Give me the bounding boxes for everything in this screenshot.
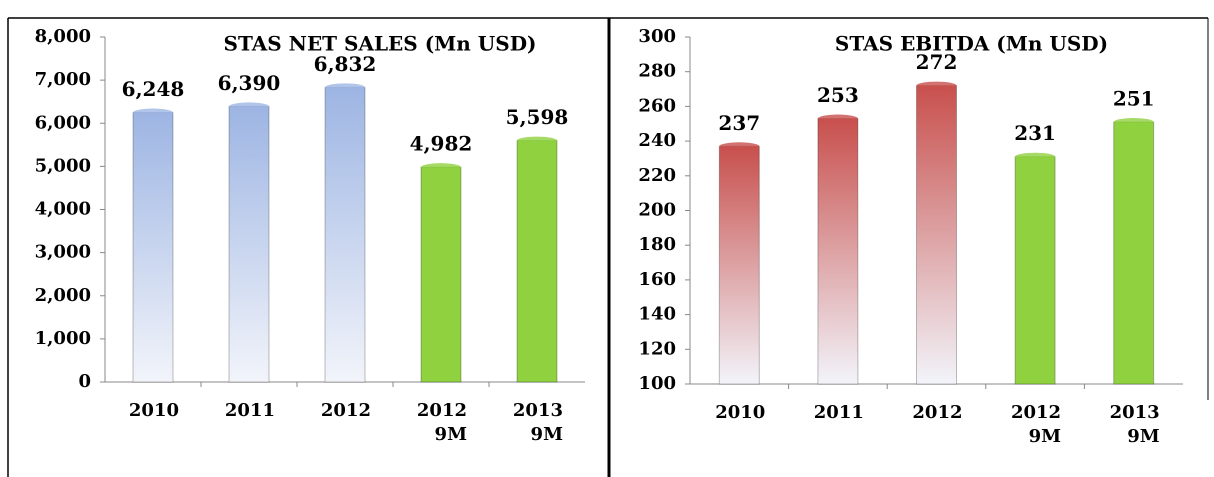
x-tick-label: 2013 9M — [1109, 402, 1160, 447]
y-tick-label: 8,000 — [35, 26, 91, 47]
bar — [1113, 121, 1155, 385]
bar-cap — [1015, 152, 1056, 161]
value-label: 272 — [916, 50, 958, 74]
y-tick-label: 0 — [78, 371, 91, 392]
bar — [516, 140, 558, 383]
value-label: 231 — [1014, 121, 1056, 145]
bar — [817, 118, 859, 385]
x-tick-label: 2012 — [320, 400, 371, 421]
y-tick-label: 300 — [638, 26, 676, 47]
bar-cap — [325, 83, 365, 92]
value-label: 4,982 — [410, 132, 473, 156]
y-tick-label: 1,000 — [35, 328, 91, 349]
bar-cap — [817, 114, 858, 123]
y-tick-label: 5,000 — [35, 155, 91, 176]
value-label: 6,832 — [314, 52, 377, 76]
value-label: 251 — [1113, 87, 1155, 111]
y-tick-label: 4,000 — [35, 199, 91, 220]
bar — [1014, 156, 1056, 385]
bar-cap — [229, 102, 269, 111]
bar-cap — [719, 142, 760, 151]
bar-cap — [133, 108, 173, 117]
x-tick-label: 2010 — [715, 402, 766, 423]
x-tick-label: 2012 9M — [416, 400, 467, 445]
y-tick-label: 280 — [638, 61, 676, 82]
y-tick-label: 3,000 — [35, 242, 91, 263]
bar — [324, 86, 366, 383]
value-label: 253 — [817, 83, 859, 107]
x-tick-label: 2012 9M — [1010, 402, 1062, 447]
y-tick-label: 260 — [638, 95, 676, 116]
chart-title: STAS EBITDA (Mn USD) — [835, 32, 1108, 56]
y-tick-label: 220 — [638, 165, 676, 186]
x-tick-label: 2010 — [128, 400, 179, 421]
bar-cap — [1113, 118, 1154, 127]
y-tick-label: 7,000 — [35, 69, 91, 90]
value-label: 6,248 — [122, 77, 185, 101]
y-tick-label: 100 — [638, 373, 676, 394]
y-tick-label: 200 — [638, 200, 676, 221]
chart-title: STAS NET SALES (Mn USD) — [224, 32, 537, 56]
y-tick-label: 6,000 — [35, 112, 91, 133]
value-label: 6,390 — [218, 71, 281, 95]
bar-cap — [517, 136, 557, 145]
value-label: 5,598 — [506, 105, 569, 129]
bar-cap — [421, 163, 461, 172]
bar-cap — [916, 81, 957, 90]
x-tick-label: 2013 9M — [512, 400, 563, 445]
x-tick-label: 2012 — [912, 402, 963, 423]
bar — [916, 85, 957, 385]
value-label: 237 — [718, 111, 760, 135]
y-tick-label: 180 — [638, 234, 676, 255]
y-tick-label: 140 — [638, 304, 676, 325]
y-tick-label: 2,000 — [35, 285, 91, 306]
bar — [420, 166, 462, 383]
bar — [718, 145, 760, 385]
bar — [132, 112, 174, 383]
x-tick-label: 2011 — [813, 402, 864, 423]
bar — [228, 105, 270, 383]
y-tick-label: 120 — [638, 338, 676, 359]
x-tick-label: 2011 — [224, 400, 275, 421]
y-tick-label: 240 — [638, 130, 676, 151]
y-tick-label: 160 — [638, 269, 676, 290]
